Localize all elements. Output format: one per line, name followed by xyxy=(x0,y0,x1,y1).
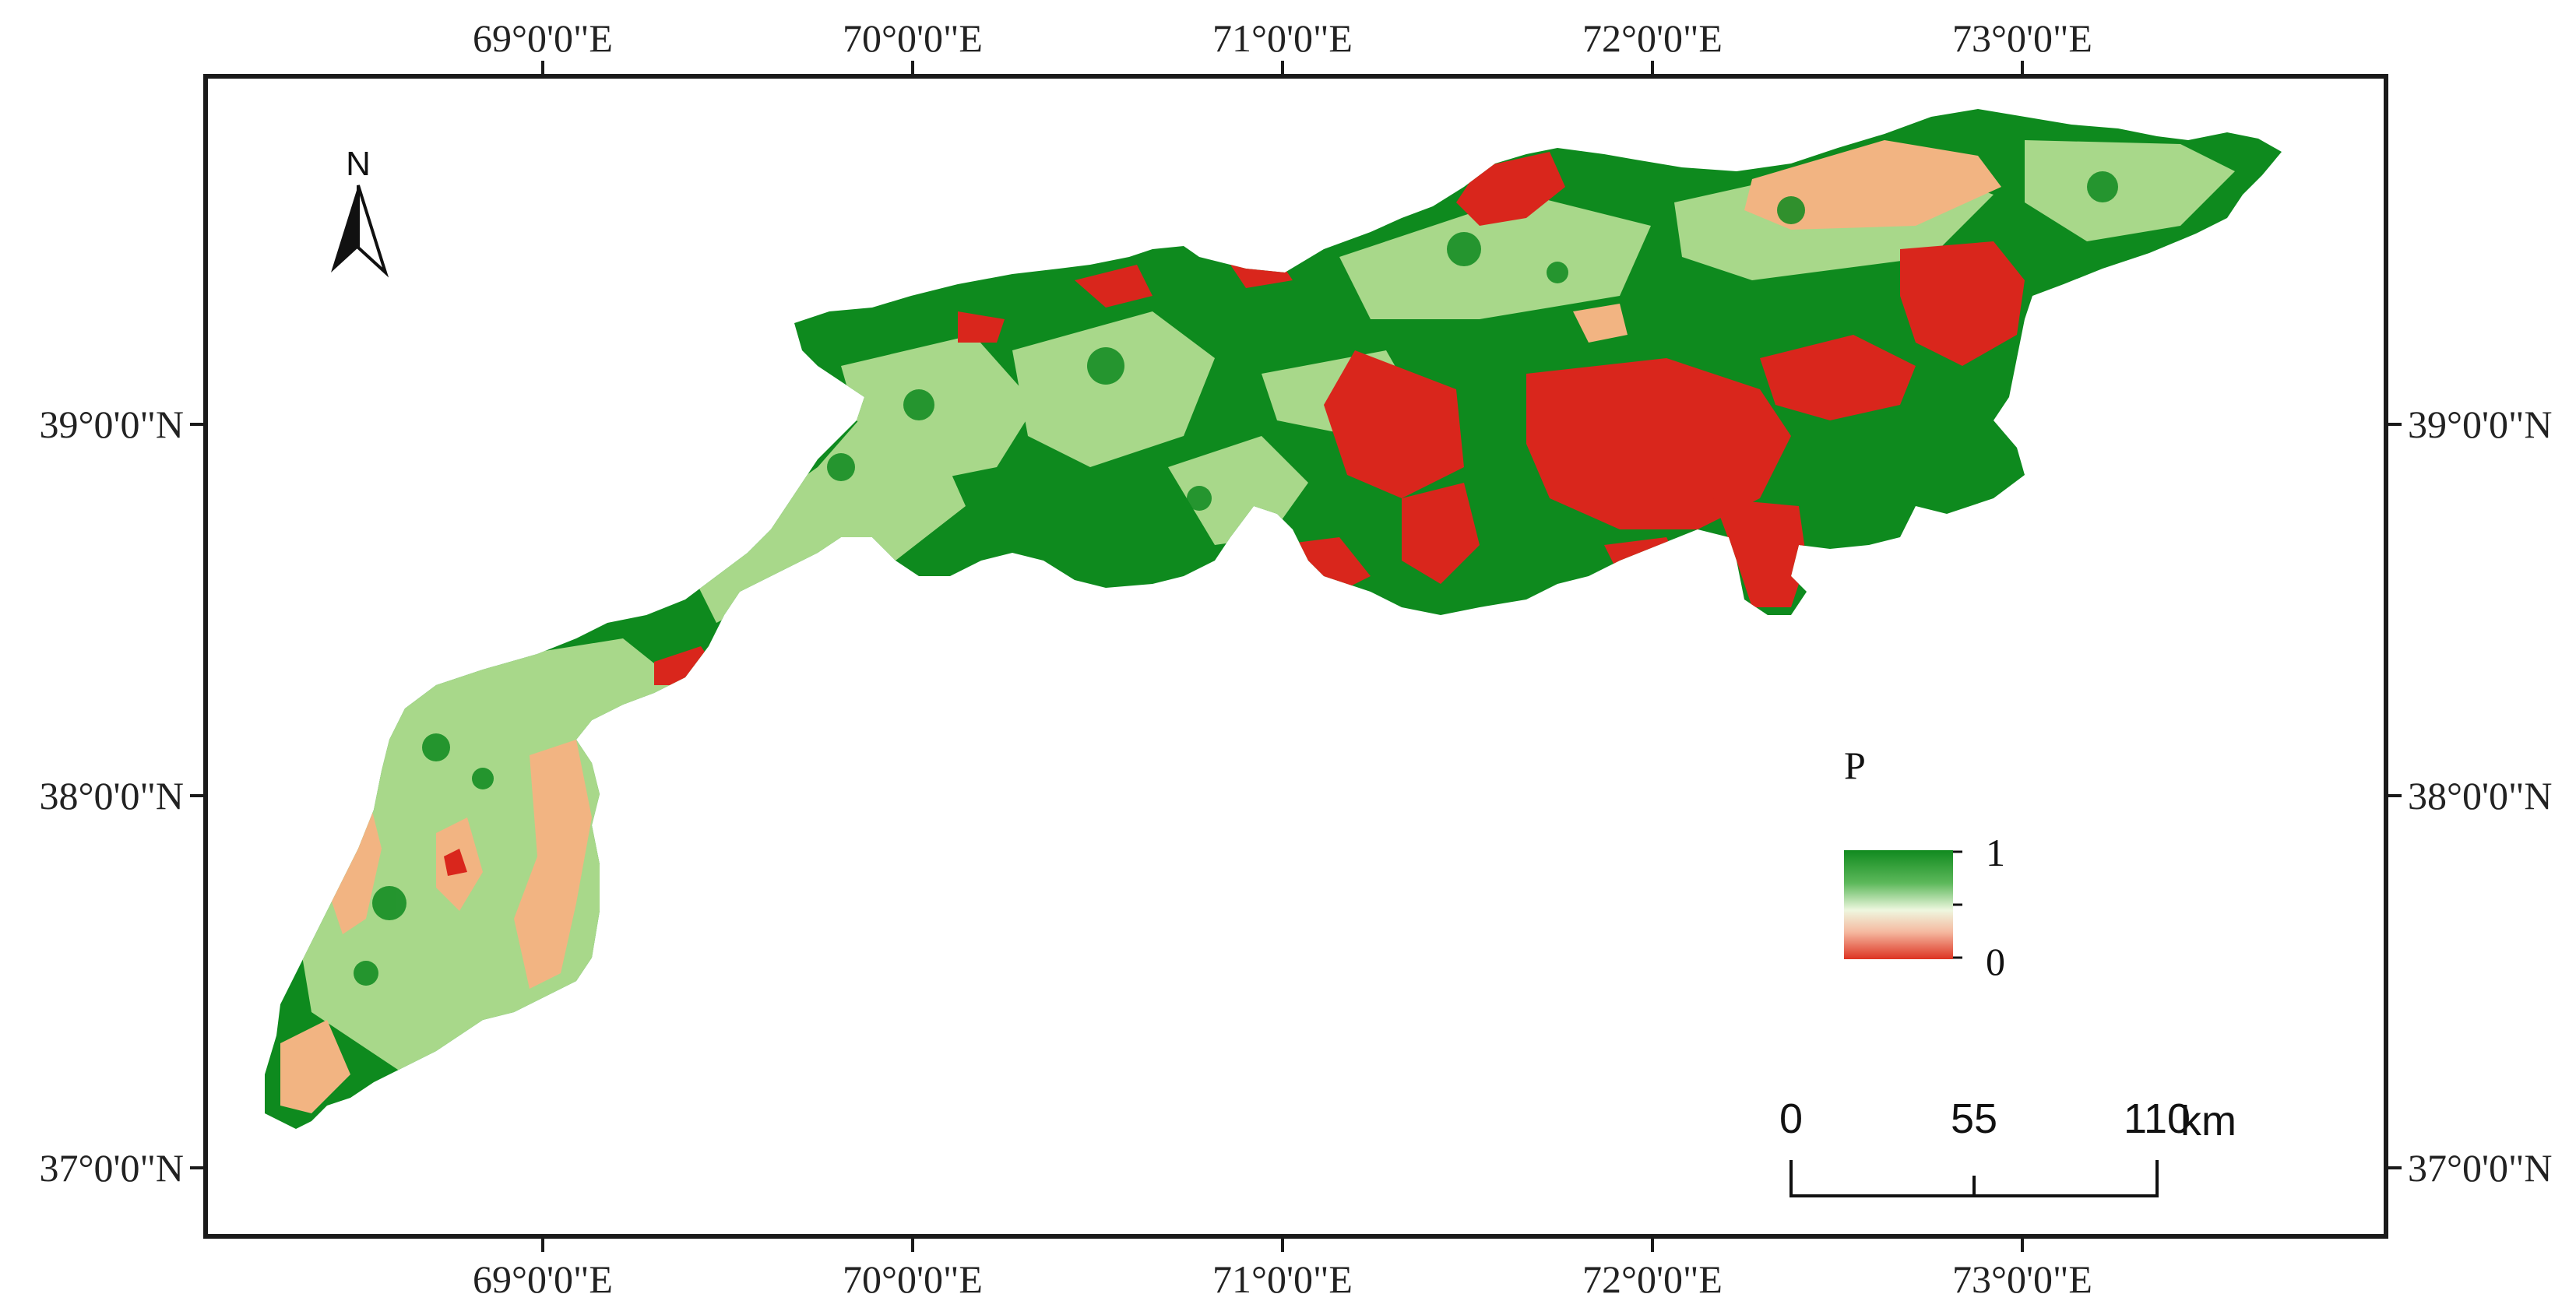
top-longitude-labels: 69°0'0"E 70°0'0"E 71°0'0"E 72°0'0"E 73°0… xyxy=(473,16,2092,60)
bottom-label-3: 71°0'0"E xyxy=(1212,1257,1353,1301)
bottom-label-5: 73°0'0"E xyxy=(1952,1257,2092,1301)
left-label-2: 38°0'0"N xyxy=(39,774,184,817)
bottom-label-4: 72°0'0"E xyxy=(1582,1257,1723,1301)
scale-label-55: 55 xyxy=(1951,1095,1997,1142)
legend-min-label: 0 xyxy=(1986,940,2005,983)
north-arrow: N xyxy=(331,145,389,278)
left-label-1: 39°0'0"N xyxy=(39,403,184,446)
legend-title: P xyxy=(1844,744,1866,787)
top-label-4: 72°0'0"E xyxy=(1582,16,1723,60)
legend: P 1 0 xyxy=(1844,744,2005,983)
right-latitude-labels: 39°0'0"N 38°0'0"N 37°0'0"N xyxy=(2408,403,2553,1190)
top-label-5: 73°0'0"E xyxy=(1952,16,2092,60)
bottom-label-1: 69°0'0"E xyxy=(473,1257,613,1301)
scale-unit: km xyxy=(2180,1098,2236,1144)
bottom-longitude-labels: 69°0'0"E 70°0'0"E 71°0'0"E 72°0'0"E 73°0… xyxy=(473,1257,2092,1301)
north-label: N xyxy=(346,145,371,183)
scale-label-110: 110 xyxy=(2124,1095,2191,1142)
bottom-label-2: 70°0'0"E xyxy=(843,1257,983,1301)
right-label-1: 39°0'0"N xyxy=(2408,403,2553,446)
legend-color-ramp xyxy=(1844,850,1953,959)
top-label-2: 70°0'0"E xyxy=(843,16,983,60)
green-speckles xyxy=(354,171,2118,986)
top-label-1: 69°0'0"E xyxy=(473,16,613,60)
scale-bar: 0 55 110 km xyxy=(1779,1095,2236,1197)
scale-label-0: 0 xyxy=(1779,1095,1803,1142)
left-label-3: 37°0'0"N xyxy=(39,1146,184,1190)
legend-max-label: 1 xyxy=(1986,831,2005,874)
top-label-3: 71°0'0"E xyxy=(1212,16,1353,60)
right-label-3: 37°0'0"N xyxy=(2408,1146,2553,1190)
right-label-2: 38°0'0"N xyxy=(2408,774,2553,817)
tick-marks xyxy=(190,61,2402,1252)
left-latitude-labels: 39°0'0"N 38°0'0"N 37°0'0"N xyxy=(39,403,184,1190)
north-arrow-icon xyxy=(331,185,389,278)
red-zones xyxy=(444,152,2025,876)
